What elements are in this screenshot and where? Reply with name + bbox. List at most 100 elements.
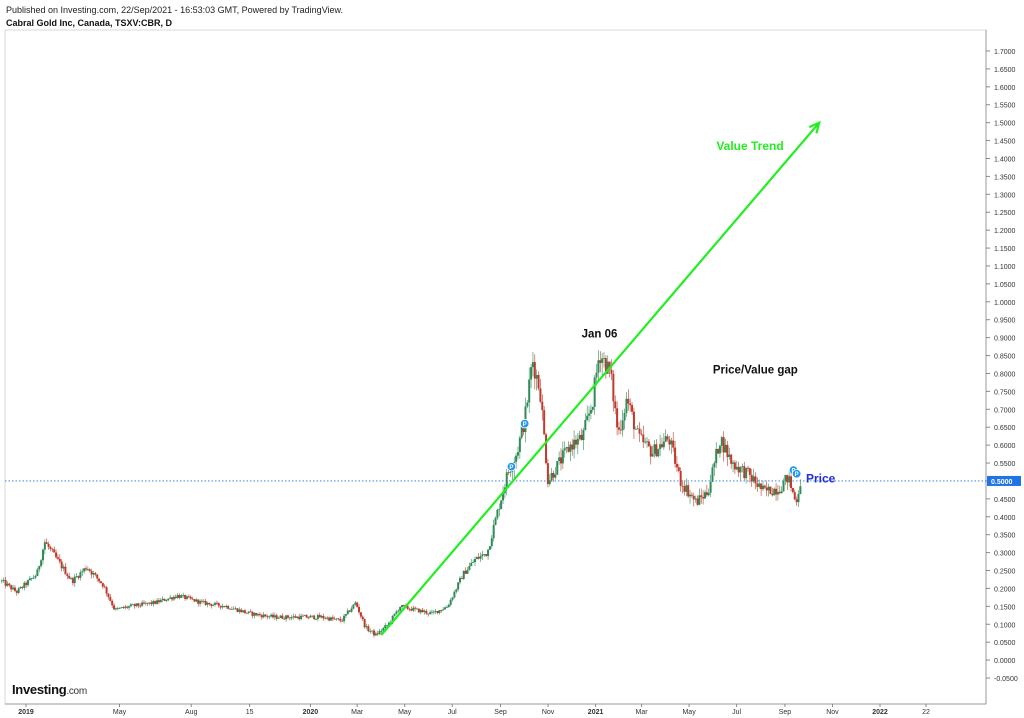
candle-body [111,600,114,606]
x-tick-label: May [113,709,127,716]
candle-body [715,448,718,464]
candle [799,479,802,495]
candle-body [700,495,703,498]
candle [647,439,650,448]
candle [516,446,519,460]
x-tick-label: Jul [448,709,457,716]
candle [19,586,22,589]
candle [36,567,39,577]
candle [758,479,761,489]
candle-body [191,598,194,600]
candle [709,474,712,497]
investing-logo: Investing.com [12,682,87,697]
candle-body [416,608,419,610]
candle [94,571,97,577]
candle-body [705,492,708,496]
candle [617,421,620,435]
candle-body [732,462,735,464]
candle-body [113,605,116,610]
candle-body [79,572,82,578]
candle [234,606,237,610]
candle-body [333,618,336,620]
candle-body [56,557,59,559]
candle-body [329,617,332,621]
candle [189,595,192,600]
candle [58,554,61,564]
candle [453,590,456,599]
candle-body [417,608,420,613]
candle-body [169,597,172,599]
candle-body [548,480,551,485]
y-tick-label: 1.4000 [994,156,1016,163]
candle [206,601,209,608]
candle [316,613,319,622]
candle [778,485,781,495]
candle [376,630,379,637]
candle [343,613,346,624]
candle [169,594,172,600]
y-tick-label: 1.6000 [994,85,1016,92]
candle-body [672,440,675,448]
last-price-badge [987,475,1021,486]
candle [470,558,473,567]
candle-body [733,462,736,470]
candle [40,558,43,568]
candle [352,604,355,610]
candle [440,609,443,613]
candle [586,405,589,422]
candle-body [498,509,501,510]
candle-body [251,611,254,616]
candle-body [485,554,488,557]
candle [745,467,748,484]
y-tick-label: 1.0000 [994,300,1016,307]
candle [780,486,783,494]
candle-body [55,552,58,558]
candle-body [28,578,31,581]
candle-body [509,471,512,473]
candle [487,548,490,560]
candle [305,614,308,618]
candle [584,413,587,431]
candle [273,612,276,620]
candle-body [795,499,798,503]
candle [660,437,663,449]
candle [707,488,710,497]
candle [264,614,267,618]
candle-body [118,608,121,609]
candle [788,470,791,487]
candle [313,614,316,621]
candle-body [171,597,174,600]
candle [262,612,265,619]
candle [187,594,190,599]
candle [124,604,127,610]
candle-body [642,434,645,443]
candle-body [769,486,772,494]
candle-body [275,615,278,619]
candle-body [90,570,93,575]
candle [634,426,637,430]
candle-body [262,614,265,618]
candle [436,610,439,615]
candle-body [588,413,591,416]
annotation-price: Price [806,472,836,486]
candle [419,608,422,615]
candle-body [741,466,744,468]
candle [642,425,645,449]
candle-body [440,610,443,611]
candle-body [376,633,379,635]
candle-body [752,476,755,482]
candle-body [219,605,222,608]
candle-body [692,495,695,500]
candle [371,630,374,634]
candle-body [776,491,779,495]
candle-body [281,615,284,619]
candle [27,579,30,587]
candle-body [49,547,52,549]
candle-body [4,579,7,586]
candle-body [361,616,364,620]
candle-body [743,466,746,479]
candle-body [636,428,639,430]
candle [300,613,303,621]
candle [533,354,536,390]
candle-body [200,600,203,602]
